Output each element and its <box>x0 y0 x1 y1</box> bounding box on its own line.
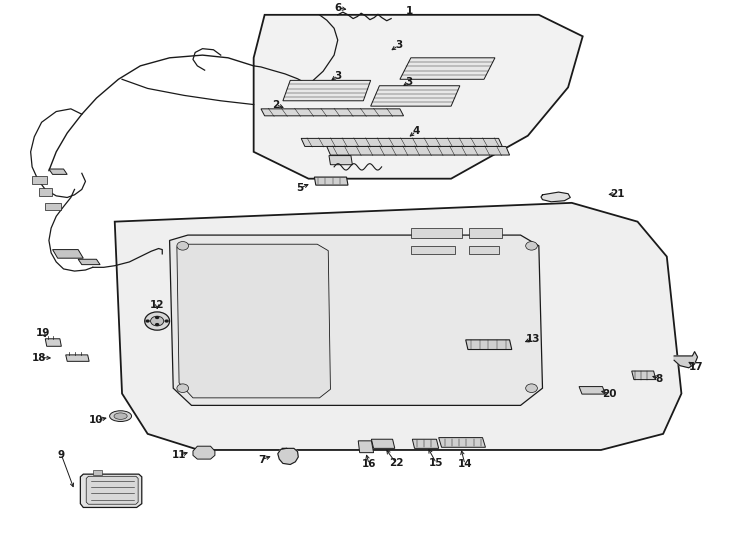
Polygon shape <box>86 476 138 504</box>
Polygon shape <box>80 474 142 508</box>
Polygon shape <box>53 249 83 258</box>
Polygon shape <box>46 339 62 346</box>
Ellipse shape <box>114 413 127 420</box>
Text: 11: 11 <box>172 450 186 460</box>
Text: 14: 14 <box>458 460 472 469</box>
Polygon shape <box>177 244 330 398</box>
Text: 7: 7 <box>258 455 266 464</box>
Circle shape <box>155 316 159 319</box>
Polygon shape <box>301 138 502 146</box>
Text: 21: 21 <box>610 188 625 199</box>
Polygon shape <box>329 156 352 165</box>
Polygon shape <box>632 371 656 380</box>
Polygon shape <box>261 109 404 116</box>
Circle shape <box>526 384 537 393</box>
Bar <box>92 470 101 475</box>
Polygon shape <box>78 259 100 265</box>
Circle shape <box>177 241 189 250</box>
Text: 3: 3 <box>406 77 413 87</box>
Polygon shape <box>371 439 395 448</box>
Polygon shape <box>327 146 509 155</box>
Text: 6: 6 <box>334 3 341 13</box>
Text: 19: 19 <box>36 328 50 339</box>
Circle shape <box>155 323 159 326</box>
Text: 3: 3 <box>395 40 402 50</box>
Polygon shape <box>674 352 697 368</box>
Text: 10: 10 <box>90 415 103 426</box>
Bar <box>32 176 47 184</box>
Text: 3: 3 <box>334 71 341 80</box>
Polygon shape <box>358 441 374 453</box>
Circle shape <box>164 320 169 323</box>
Text: 1: 1 <box>406 5 413 16</box>
Polygon shape <box>465 340 512 349</box>
Text: 20: 20 <box>603 389 617 399</box>
Circle shape <box>145 320 150 323</box>
Polygon shape <box>277 448 298 464</box>
Text: 15: 15 <box>429 458 444 468</box>
Text: 8: 8 <box>656 374 663 383</box>
Text: 18: 18 <box>32 353 47 362</box>
Bar <box>411 246 455 254</box>
Circle shape <box>526 241 537 250</box>
Polygon shape <box>439 437 485 447</box>
Polygon shape <box>283 80 371 101</box>
Circle shape <box>177 384 189 393</box>
Ellipse shape <box>109 411 131 422</box>
Polygon shape <box>541 192 570 202</box>
Polygon shape <box>49 169 68 174</box>
Polygon shape <box>400 58 495 79</box>
Text: 2: 2 <box>272 99 279 110</box>
Text: 16: 16 <box>362 460 377 469</box>
Text: 5: 5 <box>296 184 303 193</box>
Polygon shape <box>413 439 439 448</box>
Circle shape <box>145 312 170 330</box>
Text: 22: 22 <box>389 458 404 468</box>
Polygon shape <box>115 203 681 450</box>
Text: 17: 17 <box>688 362 703 372</box>
Bar <box>39 188 52 196</box>
Bar <box>469 228 502 238</box>
Bar <box>469 246 498 254</box>
Bar <box>411 228 462 238</box>
Bar <box>45 203 61 210</box>
Text: 9: 9 <box>58 450 65 460</box>
Text: 13: 13 <box>526 334 540 344</box>
Polygon shape <box>193 446 215 459</box>
Text: 12: 12 <box>150 300 164 310</box>
Polygon shape <box>371 86 460 106</box>
Polygon shape <box>314 177 348 185</box>
Polygon shape <box>66 355 89 361</box>
Polygon shape <box>579 387 606 394</box>
Polygon shape <box>170 235 542 406</box>
Circle shape <box>150 316 164 326</box>
Text: 4: 4 <box>413 126 420 137</box>
Polygon shape <box>254 15 583 179</box>
